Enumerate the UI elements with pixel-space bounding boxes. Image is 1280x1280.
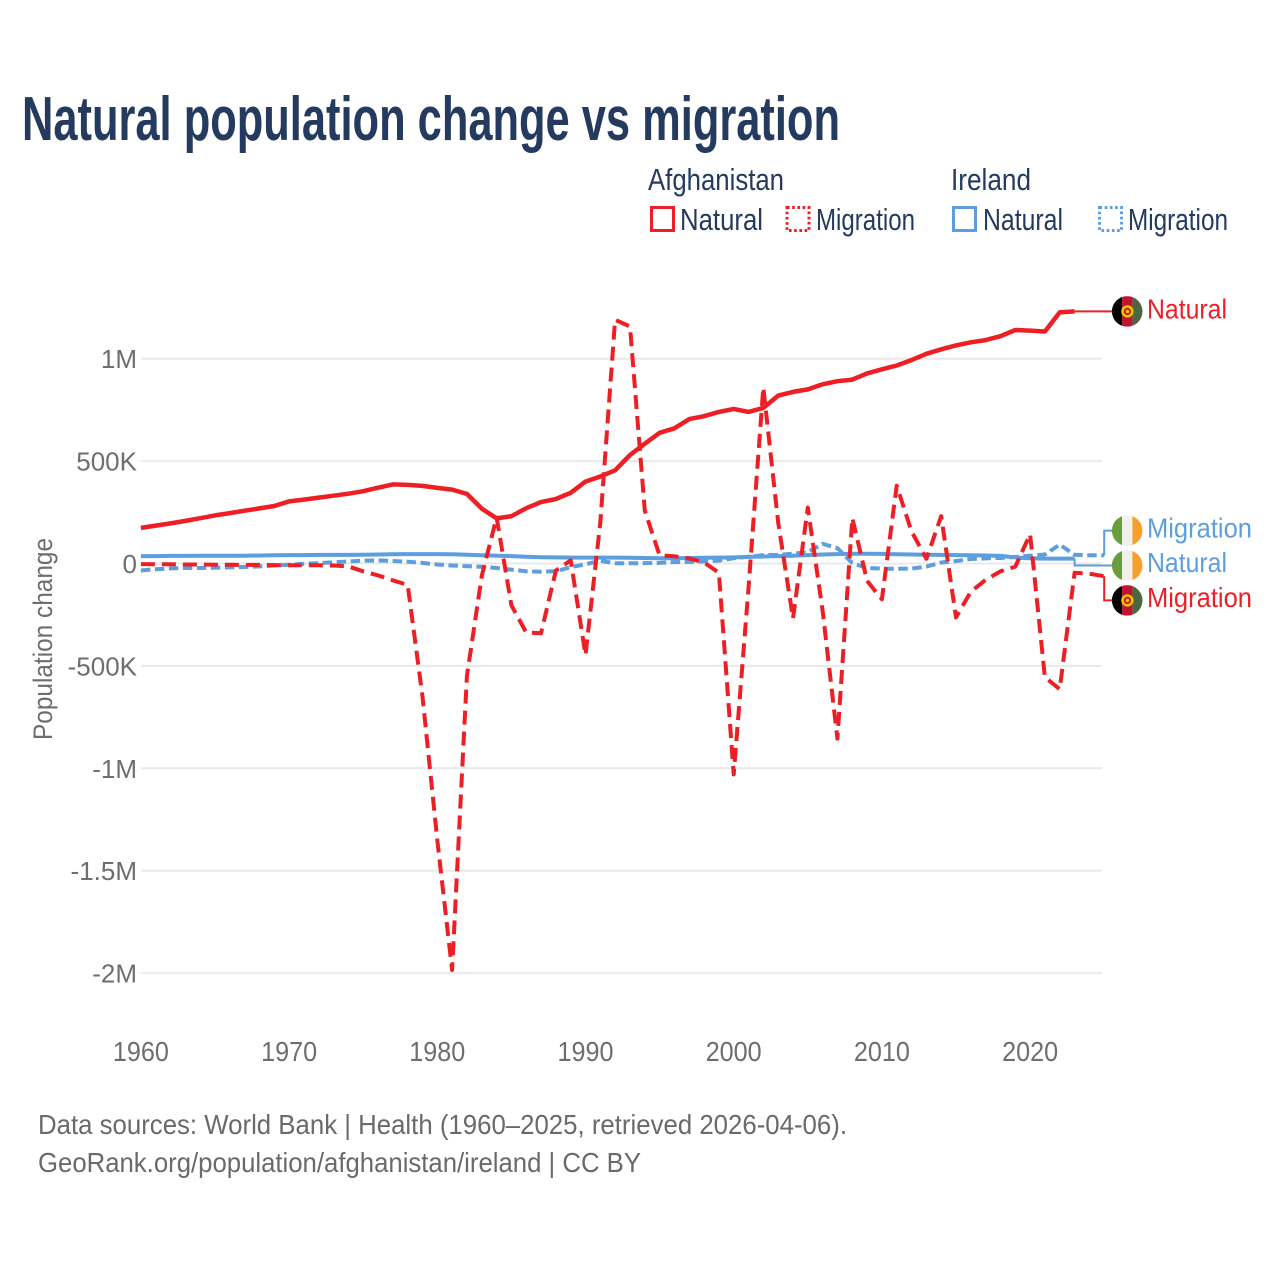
svg-text:Afghanistan: Afghanistan <box>648 162 784 197</box>
svg-text:-1M: -1M <box>92 754 137 784</box>
svg-text:-500K: -500K <box>68 651 138 681</box>
svg-text:1M: 1M <box>101 344 137 374</box>
svg-text:1970: 1970 <box>261 1036 317 1067</box>
svg-text:-1.5M: -1.5M <box>71 856 137 886</box>
svg-text:1980: 1980 <box>409 1036 465 1067</box>
svg-text:Natural: Natural <box>983 202 1063 237</box>
svg-text:Natural population change vs m: Natural population change vs migration <box>22 85 840 154</box>
svg-text:Ireland: Ireland <box>951 162 1031 197</box>
svg-text:Natural: Natural <box>1147 293 1227 324</box>
svg-text:Natural: Natural <box>1147 547 1227 578</box>
svg-text:2020: 2020 <box>1002 1036 1058 1067</box>
svg-text:500K: 500K <box>76 447 137 477</box>
svg-text:Migration: Migration <box>1128 202 1228 237</box>
svg-text:Population change: Population change <box>28 538 58 740</box>
svg-text:2010: 2010 <box>854 1036 910 1067</box>
svg-text:GeoRank.org/population/afghani: GeoRank.org/population/afghanistan/irela… <box>38 1147 641 1178</box>
svg-text:-2M: -2M <box>92 959 137 989</box>
svg-text:Natural: Natural <box>680 202 763 237</box>
svg-text:Migration: Migration <box>816 202 915 237</box>
svg-text:Migration: Migration <box>1147 512 1252 543</box>
svg-text:Migration: Migration <box>1147 582 1252 613</box>
svg-text:Data sources: World Bank | Hea: Data sources: World Bank | Health (1960–… <box>38 1109 847 1140</box>
svg-text:1960: 1960 <box>113 1036 169 1067</box>
svg-text:0: 0 <box>123 549 137 579</box>
svg-text:2000: 2000 <box>706 1036 762 1067</box>
svg-text:1990: 1990 <box>558 1036 614 1067</box>
